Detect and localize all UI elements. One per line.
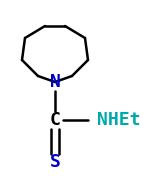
Text: S: S bbox=[50, 153, 60, 171]
Text: N: N bbox=[50, 73, 60, 91]
Text: NHEt: NHEt bbox=[97, 111, 141, 129]
Text: C: C bbox=[50, 111, 60, 129]
